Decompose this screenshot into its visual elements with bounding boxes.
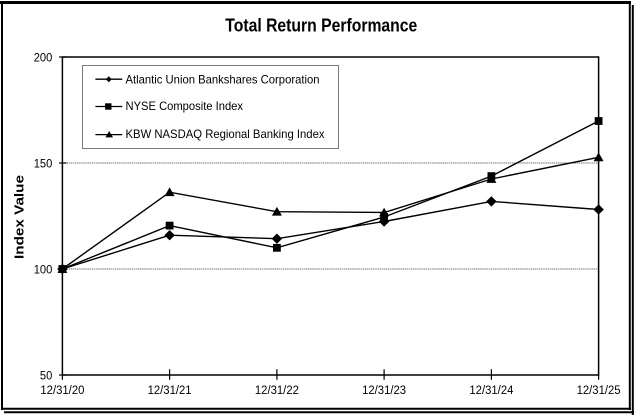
svg-text:50: 50	[40, 368, 53, 382]
svg-text:200: 200	[34, 50, 53, 64]
svg-text:12/31/20: 12/31/20	[40, 383, 84, 397]
svg-text:12/31/25: 12/31/25	[577, 383, 621, 397]
svg-text:12/31/22: 12/31/22	[255, 383, 299, 397]
svg-text:Total Return Performance: Total Return Performance	[225, 16, 417, 36]
svg-text:KBW NASDAQ Regional Banking In: KBW NASDAQ Regional Banking Index	[126, 127, 325, 141]
svg-text:12/31/23: 12/31/23	[362, 383, 406, 397]
svg-text:12/31/21: 12/31/21	[148, 383, 192, 397]
svg-text:12/31/24: 12/31/24	[469, 383, 513, 397]
svg-text:Atlantic Union Bankshares Corp: Atlantic Union Bankshares Corporation	[126, 73, 320, 87]
svg-text:NYSE Composite Index: NYSE Composite Index	[126, 99, 244, 113]
svg-text:150: 150	[34, 156, 53, 170]
svg-text:Index Value: Index Value	[12, 175, 27, 259]
svg-text:100: 100	[34, 262, 53, 276]
